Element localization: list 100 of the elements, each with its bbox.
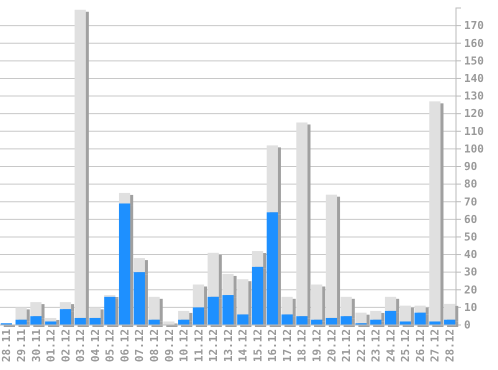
bar (311, 284, 322, 320)
bar (444, 320, 456, 325)
bar (222, 295, 234, 325)
bar (340, 296, 352, 316)
x-tick-label: 16.12 (266, 329, 280, 362)
bar (148, 296, 160, 320)
x-tick-label: 08.12 (148, 329, 161, 362)
x-tick-label: 28.12 (443, 329, 456, 362)
x-tick-label: 27.12 (428, 329, 442, 362)
bar (74, 10, 86, 318)
bar (222, 274, 234, 296)
bar (414, 306, 426, 313)
x-tick-label: 09.12 (162, 329, 176, 362)
y-tick-label: 70 (464, 195, 478, 208)
x-tick-label: 28.11 (0, 328, 14, 362)
x-tick-label: 13.12 (222, 329, 235, 362)
y-tick-label: 100 (464, 142, 484, 156)
bar (355, 312, 367, 324)
bar (89, 307, 101, 318)
bar (192, 284, 204, 308)
x-tick-label: 05.12 (104, 329, 117, 362)
y-tick-label: 170 (464, 19, 484, 32)
y-tick-label: 130 (464, 90, 484, 103)
x-tick-label: 06.12 (118, 329, 132, 362)
x-tick-label: 19.12 (310, 329, 324, 362)
bar (384, 296, 396, 311)
bar (16, 307, 27, 320)
bar (311, 320, 322, 325)
bar (74, 318, 86, 325)
y-tick-label: 20 (464, 283, 478, 296)
bar (30, 302, 42, 316)
x-tick-label: 24.12 (384, 329, 398, 362)
bar (178, 320, 190, 325)
bar (326, 194, 338, 318)
bar (400, 306, 411, 322)
bar (118, 203, 130, 325)
bar (148, 320, 160, 325)
bar (281, 296, 293, 314)
bar (237, 279, 248, 314)
x-tick-label: 29.11 (14, 328, 28, 362)
x-tick-label: 22.12 (354, 329, 368, 362)
x-tick-label: 10.12 (178, 329, 191, 362)
bar (340, 316, 352, 325)
bar (252, 251, 264, 267)
bar (60, 309, 72, 325)
x-tick-label: 30.11 (30, 328, 43, 362)
y-tick-label: 30 (464, 266, 478, 279)
bar (370, 320, 382, 325)
y-tick-label: 140 (464, 72, 484, 85)
x-tick-label: 03.12 (74, 329, 88, 362)
bar (134, 258, 145, 272)
y-tick-label: 150 (464, 54, 484, 68)
y-tick-label: 120 (464, 107, 484, 120)
x-tick-label: 12.12 (207, 329, 220, 362)
bar (118, 192, 130, 204)
bar (281, 314, 293, 325)
bar (208, 296, 219, 325)
x-tick-label: 01.12 (44, 329, 58, 362)
x-tick-label: 18.12 (296, 329, 309, 362)
y-tick-label: 90 (464, 160, 478, 174)
bar (60, 302, 72, 310)
bar (266, 145, 278, 212)
x-tick-label: 26.12 (414, 329, 427, 362)
y-tick-label: 110 (464, 124, 484, 138)
bar (444, 304, 456, 320)
y-tick-label: 160 (464, 36, 484, 50)
bar (104, 296, 116, 325)
bar (192, 307, 204, 325)
x-tick-label: 04.12 (88, 329, 102, 362)
bar (429, 101, 440, 322)
x-tick-label: 20.12 (325, 329, 338, 362)
x-tick-label: 25.12 (399, 329, 412, 362)
y-tick-label: 0 (464, 318, 471, 332)
y-tick-label: 10 (464, 300, 478, 314)
x-tick-label: 23.12 (370, 329, 383, 362)
bar (30, 316, 42, 325)
x-tick-label: 21.12 (340, 329, 354, 362)
bar (296, 316, 308, 325)
bar (252, 266, 264, 325)
bar (16, 320, 27, 325)
bar (384, 310, 396, 325)
bar (178, 310, 190, 320)
y-tick-label: 40 (464, 248, 478, 262)
x-tick-label: 07.12 (133, 329, 146, 362)
bar (326, 318, 338, 325)
bar (89, 318, 101, 325)
y-tick-label: 50 (464, 230, 478, 244)
x-tick-label: 15.12 (251, 329, 264, 362)
bar (45, 318, 56, 322)
bar (237, 314, 248, 325)
x-tick-label: 14.12 (236, 329, 250, 362)
bar (134, 272, 145, 325)
x-tick-label: 02.12 (59, 329, 72, 362)
y-tick-label: 60 (464, 212, 478, 226)
y-tick-label: 80 (464, 178, 478, 191)
x-tick-label: 11.12 (192, 329, 206, 362)
bar (370, 310, 382, 320)
bar (266, 212, 278, 325)
bar (296, 122, 308, 316)
x-tick-label: 17.12 (280, 329, 294, 362)
